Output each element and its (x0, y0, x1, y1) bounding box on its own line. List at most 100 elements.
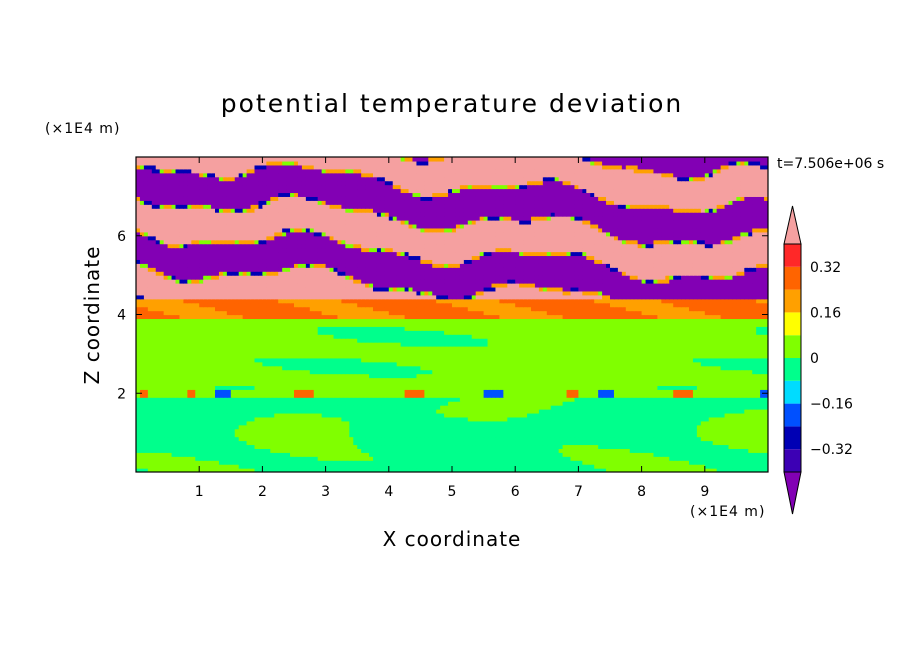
field-cell (325, 464, 331, 469)
field-cell (218, 412, 224, 418)
field-cell (740, 436, 745, 442)
field-cell (479, 420, 485, 426)
field-cell (357, 365, 362, 371)
field-cell (262, 409, 267, 414)
field-cell (369, 401, 374, 406)
field-cell (175, 397, 181, 402)
field-cell (369, 412, 374, 418)
field-cell (294, 373, 299, 379)
field-cell (147, 346, 153, 351)
field-cell (203, 432, 208, 438)
field-cell (139, 389, 145, 394)
field-cell (519, 432, 524, 438)
field-cell (653, 405, 658, 410)
field-cell (562, 460, 568, 465)
field-cell (669, 357, 674, 363)
field-cell (242, 448, 248, 453)
field-cell (574, 424, 579, 430)
field-cell (199, 420, 204, 426)
field-cell (282, 385, 287, 390)
field-cell (574, 385, 579, 390)
field-cell (400, 409, 406, 414)
field-cell (305, 369, 311, 375)
field-cell (286, 365, 291, 371)
field-cell (416, 409, 421, 414)
field-cell (685, 452, 690, 457)
field-cell (570, 440, 576, 446)
field-cell (519, 349, 524, 355)
field-cell (258, 381, 263, 386)
field-cell (673, 420, 678, 426)
field-cell (724, 373, 730, 379)
field-cell (183, 397, 188, 402)
field-cell (467, 440, 473, 446)
field-cell (325, 420, 331, 426)
field-cell (463, 456, 469, 461)
field-cell (365, 381, 370, 386)
field-cell (290, 369, 295, 375)
field-cell (163, 432, 169, 438)
field-cell (286, 381, 291, 386)
field-cell (720, 381, 726, 386)
field-cell (428, 456, 433, 461)
field-cell (550, 397, 556, 402)
field-cell (444, 369, 449, 375)
field-cell (361, 393, 366, 398)
field-cell (238, 377, 244, 383)
field-cell (606, 428, 611, 434)
field-cell (361, 389, 366, 394)
field-cell (542, 456, 548, 461)
field-cell (736, 416, 741, 422)
field-cell (408, 420, 414, 426)
field-cell (704, 436, 710, 442)
field-cell (558, 440, 564, 446)
field-cell (183, 456, 188, 461)
field-cell (337, 464, 342, 469)
field-cell (262, 385, 267, 390)
field-cell (590, 385, 595, 390)
field-cell (610, 452, 615, 457)
field-cell (752, 416, 757, 422)
field-cell (278, 385, 283, 390)
field-cell (570, 361, 576, 367)
field-cell (404, 353, 410, 359)
field-cell (238, 409, 244, 414)
field-cell (570, 460, 576, 465)
field-cell (384, 440, 390, 446)
field-cell (317, 405, 323, 410)
field-cell (621, 373, 627, 379)
field-cell (317, 389, 323, 394)
field-cell (404, 464, 410, 469)
field-cell (369, 381, 374, 386)
field-cell (527, 389, 532, 394)
field-cell (712, 349, 718, 355)
field-cell (696, 353, 702, 359)
field-cell (222, 424, 228, 430)
field-cell (570, 397, 576, 402)
field-cell (404, 397, 410, 402)
field-cell (301, 464, 307, 469)
field-cell (254, 401, 260, 406)
field-cell (282, 456, 287, 461)
field-cell (341, 416, 346, 422)
field-cell (317, 448, 323, 453)
field-cell (606, 444, 611, 449)
field-cell (708, 385, 714, 390)
field-cell (527, 448, 532, 453)
field-cell (404, 381, 410, 386)
field-cell (297, 365, 303, 371)
field-cell (400, 357, 406, 363)
field-cell (760, 412, 765, 418)
field-cell (515, 401, 520, 406)
field-cell (728, 468, 734, 472)
field-cell (507, 393, 512, 398)
field-cell (633, 361, 639, 367)
field-cell (558, 377, 564, 383)
field-cell (653, 420, 658, 426)
field-cell (211, 377, 216, 383)
field-cell (254, 409, 260, 414)
field-cell (151, 365, 157, 371)
field-cell (171, 444, 177, 449)
field-cell (546, 409, 552, 414)
field-cell (297, 412, 303, 418)
